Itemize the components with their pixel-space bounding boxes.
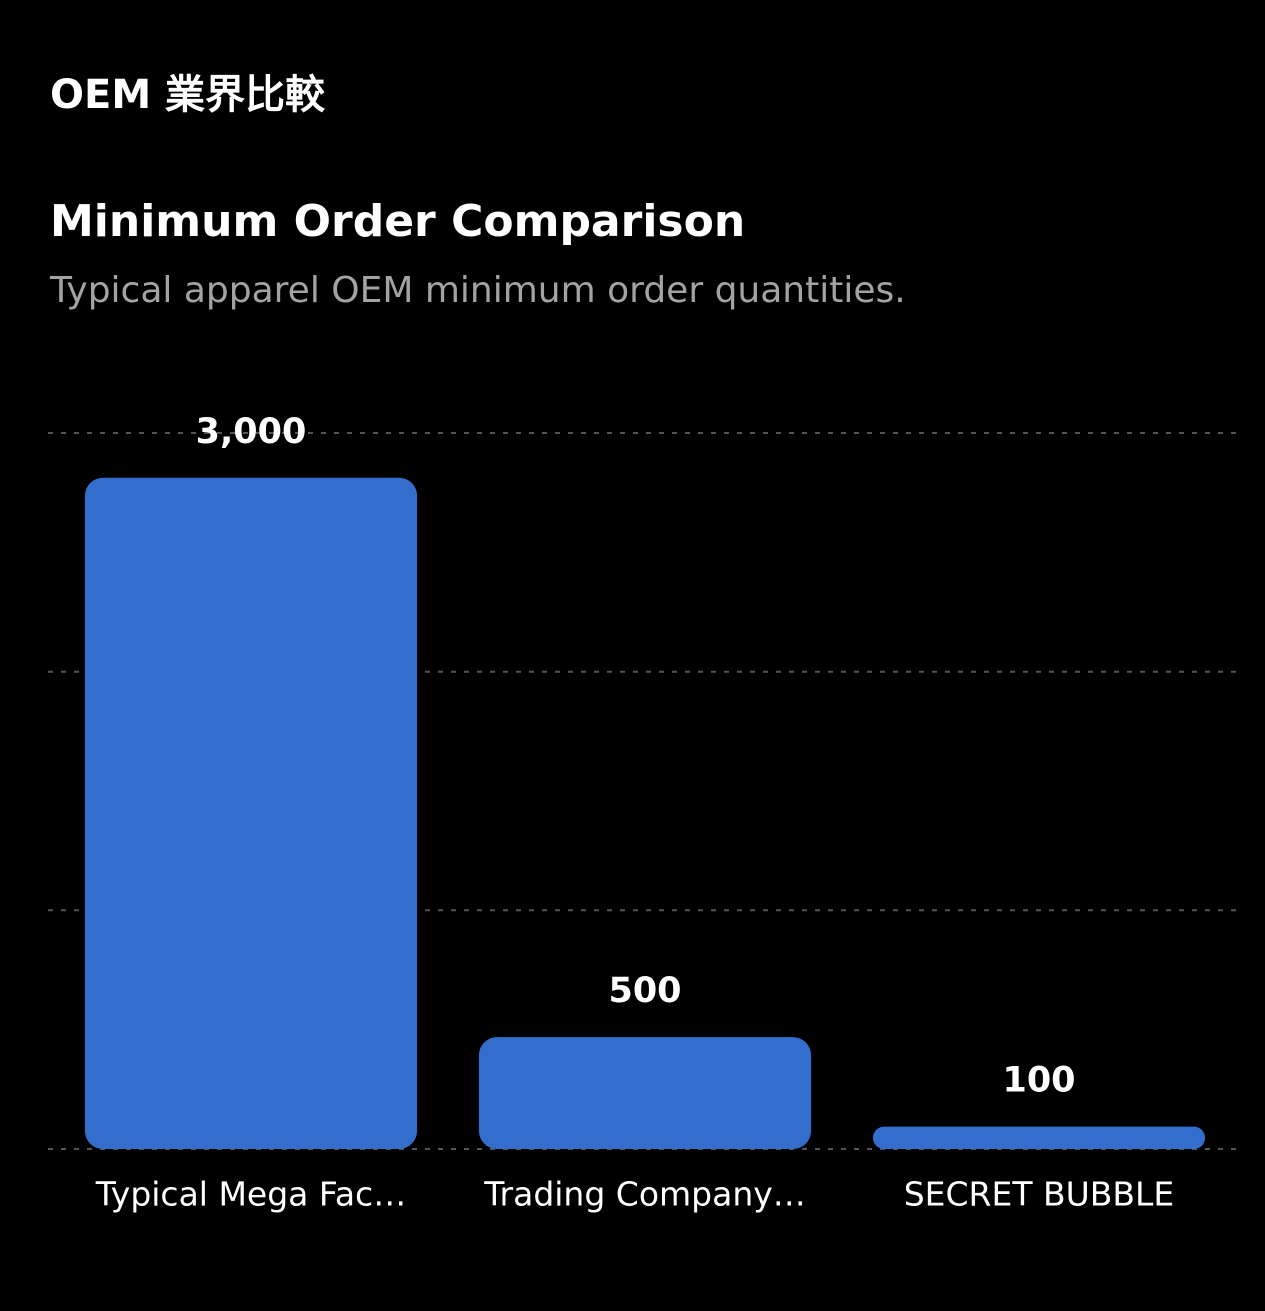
value-label: 500 xyxy=(608,971,681,1011)
value-label: 100 xyxy=(1002,1061,1075,1101)
chart-subtitle: Typical apparel OEM minimum order quanti… xyxy=(49,270,906,311)
bar xyxy=(478,1037,812,1149)
bar xyxy=(872,1126,1206,1149)
chart-title: Minimum Order Comparison xyxy=(50,196,745,247)
x-tick-label: Typical Mega Fac… xyxy=(95,1175,406,1214)
x-tick-label: SECRET BUBBLE xyxy=(904,1175,1175,1214)
bar xyxy=(84,477,418,1149)
x-tick-label: Trading Company… xyxy=(483,1175,806,1214)
header-title: OEM 業界比較 xyxy=(50,72,326,118)
value-label: 3,000 xyxy=(196,412,307,452)
